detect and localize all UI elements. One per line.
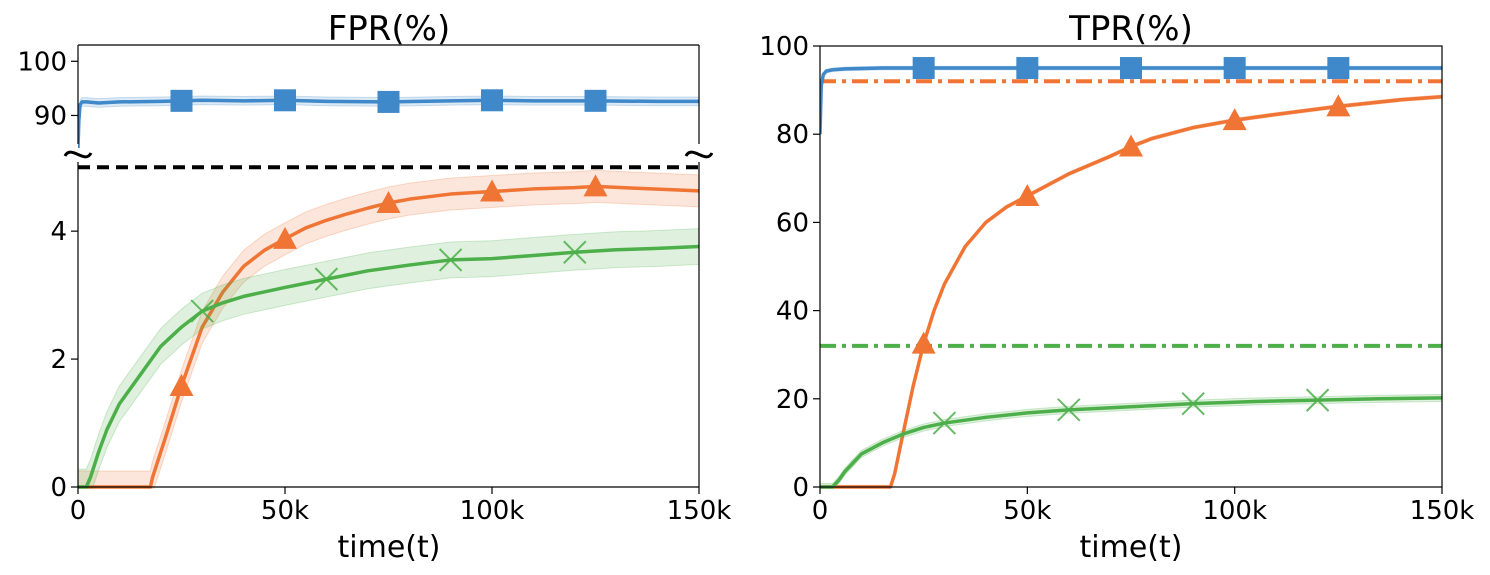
y-tick-label: 100 — [759, 32, 809, 62]
series-2 — [78, 228, 699, 489]
series-1-line — [78, 184, 699, 489]
y-tick-label: 4 — [50, 217, 67, 247]
x-tick-label: 0 — [812, 496, 829, 526]
series-1 — [820, 94, 1442, 489]
x-tick-label: 100k — [1202, 496, 1267, 526]
series-0-marker — [912, 57, 935, 80]
tpr-x-axis-label: time(t) — [1080, 530, 1183, 565]
series-0 — [78, 89, 699, 148]
series-2-marker — [932, 411, 957, 435]
series-0-marker — [481, 89, 503, 112]
tpr-chart: TPR(%) time(t) 0 20 40 60 80 100 0 50k 100k 150k — [759, 9, 1474, 565]
tpr-chart-title: TPR(%) — [1068, 9, 1193, 49]
series-2-marker — [438, 248, 463, 272]
series-0-marker — [584, 89, 607, 112]
y-tick-label: 0 — [792, 473, 809, 503]
series-1-marker — [1119, 134, 1143, 157]
series-1-marker — [273, 226, 297, 249]
series-0-marker — [1016, 57, 1039, 80]
series-1-line — [820, 94, 1442, 489]
y-tick-label: 90 — [34, 101, 67, 131]
series-1-marker — [1015, 183, 1040, 206]
series-1-marker — [583, 174, 608, 197]
series-0-marker — [1120, 57, 1142, 80]
series-0-marker — [377, 90, 400, 113]
series-2-marker — [314, 267, 339, 291]
series-2-marker — [563, 240, 587, 264]
series-1-marker — [480, 179, 504, 202]
x-tick-label: 50k — [261, 496, 309, 526]
x-tick-label: 150k — [667, 496, 732, 526]
series-1-marker — [1326, 94, 1351, 117]
series-2-line — [820, 396, 1442, 489]
y-tick-label: 40 — [776, 297, 809, 327]
series-0-line — [78, 98, 699, 148]
series-2-marker — [1181, 391, 1205, 416]
x-tick-label: 0 — [70, 496, 87, 526]
series-1-marker — [169, 373, 194, 396]
y-tick-label: 2 — [50, 345, 67, 375]
y-tick-label: 100 — [17, 47, 67, 77]
series-0-marker — [170, 89, 193, 112]
x-tick-label: 50k — [1003, 496, 1051, 526]
series-2-line — [78, 244, 699, 489]
fpr-axis-break-right — [684, 150, 714, 159]
series-0 — [820, 57, 1442, 136]
fpr-x-axis-label: time(t) — [338, 530, 441, 565]
series-1 — [78, 169, 699, 489]
series-0-marker — [274, 89, 296, 112]
y-tick-label: 60 — [776, 208, 809, 238]
y-tick-label: 0 — [50, 473, 67, 503]
fpr-axis-break-left — [63, 150, 93, 159]
series-1-marker — [376, 191, 401, 214]
fpr-chart-title: FPR(%) — [328, 9, 451, 49]
y-tick-label: 20 — [776, 385, 809, 415]
series-2-marker — [1057, 398, 1081, 422]
y-tick-label: 80 — [776, 120, 809, 150]
series-0-marker — [1223, 57, 1246, 80]
tpr-axes-frame — [819, 45, 1443, 488]
series-2-band — [78, 228, 699, 489]
series-2 — [820, 388, 1442, 489]
x-tick-label: 100k — [460, 496, 525, 526]
series-2-marker — [190, 299, 214, 323]
fpr-chart: FPR(%) time(t) 90 100 0 2 4 0 50k 100k 150k — [17, 9, 731, 565]
series-1-marker — [911, 331, 936, 354]
series-2-marker — [1305, 388, 1330, 412]
series-0-marker — [1327, 57, 1350, 80]
series-1-marker — [1222, 108, 1247, 131]
series-0-line — [820, 66, 1442, 135]
x-tick-label: 150k — [1410, 496, 1475, 526]
